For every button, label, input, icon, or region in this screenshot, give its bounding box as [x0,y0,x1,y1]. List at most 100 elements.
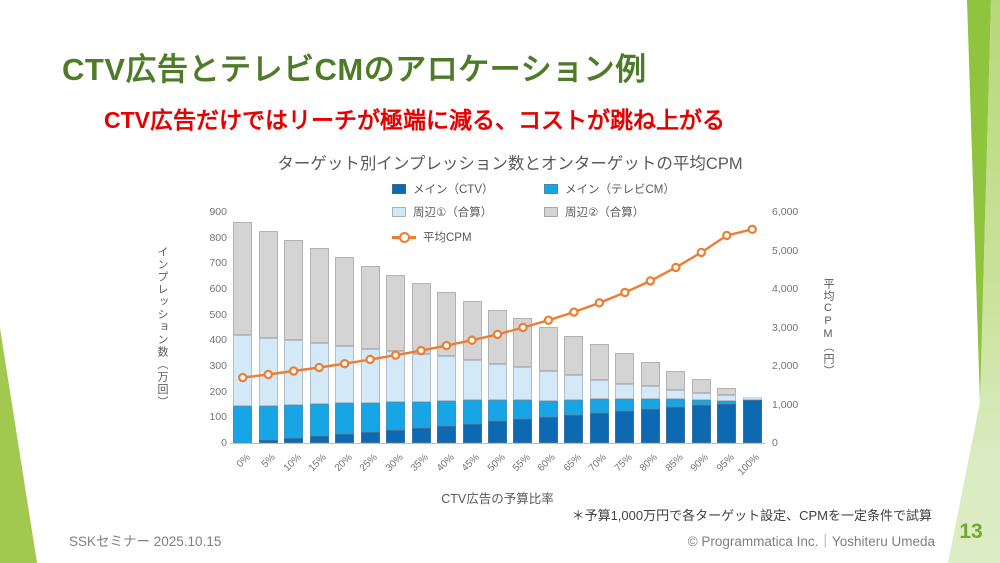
bar-segment [538,371,558,401]
cpm-marker [722,230,732,241]
bar-segment [233,334,253,406]
bar-segment [309,342,329,404]
bar-segment [258,231,278,338]
bar-segment [691,379,711,393]
bar-segment [488,400,507,422]
footnote: ＊予算1,000万円で各ターゲット設定、CPMを一定条件で試算 [571,508,932,523]
bar-segment [513,318,533,367]
cpm-marker [518,322,528,333]
bar-segment [615,383,635,399]
bar-segment [437,401,457,426]
bar-segment [462,400,482,424]
bar-segment [513,399,533,419]
bar-segment [513,366,533,400]
y-tick-label: 5,000 [772,244,799,257]
bar-segment [615,410,635,443]
bar-segment [335,433,355,443]
cpm-marker [467,335,477,345]
legend-label: メイン（CTV） [413,184,494,196]
bar-segment [309,435,329,443]
bar-segment [615,398,635,411]
bar-segment [640,386,660,399]
y-tick-label: 4,000 [772,283,799,295]
bar-segment [386,274,406,352]
legend-item-sub1: 周辺①（合算） [392,204,492,220]
bar-segment [742,396,762,398]
bar-segment [488,363,507,401]
bar-segment [640,408,660,443]
bar-segment [589,399,609,413]
bar-segment [462,359,482,401]
cpm-marker [288,366,299,376]
bar-segment [691,400,711,406]
footer-credit: © Programmatica Inc.｜Yoshiteru Umeda [687,534,935,549]
cpm-line [242,228,753,379]
y-tick-label: 2,000 [772,360,799,372]
bar-segment [437,356,457,402]
cpm-marker [365,354,375,365]
bar-segment [258,405,278,441]
bar-segment [284,404,304,438]
bar-segment [411,401,431,428]
cpm-marker [416,345,426,356]
bar-segment [233,405,253,443]
y-tick-label: 300 [209,360,227,372]
cpm-marker [645,276,656,286]
bar-segment [666,407,686,443]
y-tick-label: 200 [209,385,227,398]
chart-title: ターゲット別インプレッション数とオンターゲットの平均CPM [277,155,743,173]
bar-segment [717,404,737,443]
green-wedge-top-right [967,0,991,402]
bar-segment [284,437,304,443]
cpm-marker [238,372,248,383]
bar-segment [538,416,558,443]
bar-segment [717,401,737,404]
bar-segment [360,265,380,349]
bar-segment [411,353,431,402]
bar-segment [564,400,584,416]
cpm-marker [696,247,707,258]
bar-segment [589,379,609,400]
legend-item-main-ctv: メイン（CTV） [392,181,494,197]
slide-title: CTV広告とテレビCMのアロケーション例 [62,52,647,87]
bar-segment [411,283,431,354]
bar-segment [717,394,737,402]
legend-item-main-tvcm: メイン（テレビCM） [544,181,675,197]
bar-segment [233,222,253,335]
bar-segment [386,430,406,443]
legend-line-marker-icon [392,231,416,243]
bar-segment [666,399,686,408]
bar-segment [462,423,482,443]
legend-label: メイン（テレビCM） [565,184,675,196]
bar-segment [691,405,711,443]
legend-label: 周辺②（合算） [565,207,645,219]
bar-segment [717,388,737,395]
bar-segment [615,353,635,384]
bar-segment [666,370,686,391]
y-tick-label: 600 [209,283,227,295]
y-tick-label: 0 [221,437,227,449]
cpm-marker [620,287,630,298]
y-axis-title-left: インプレッション数（万回） [156,246,168,409]
cpm-marker [441,340,452,351]
cpm-marker [492,329,503,340]
y-tick-label: 0 [772,437,778,449]
bar-segment [309,403,329,436]
x-axis-ticks: 0% 5% 10% 15% 20% 25% 30% 35% 40% 45% 50% 55% 60% 65%… [230,446,765,488]
y-tick-label: 900 [209,206,227,218]
bar-segment [284,240,304,341]
bar-segment [411,427,431,443]
bar-segment [538,400,558,417]
cpm-marker [390,350,401,360]
bar-segment [742,399,762,443]
bar-segment [640,361,660,387]
bar-segment [335,345,355,404]
y-axis-left-ticks: 0 100 200 300 400 500 600 700 800 900 [180,206,227,449]
bar-segment [309,248,329,343]
bar-segment [589,344,609,380]
green-band-right [948,0,1000,563]
y-tick-label: 1,000 [772,398,799,411]
bar-segment [513,418,533,443]
bar-segment [564,375,584,401]
